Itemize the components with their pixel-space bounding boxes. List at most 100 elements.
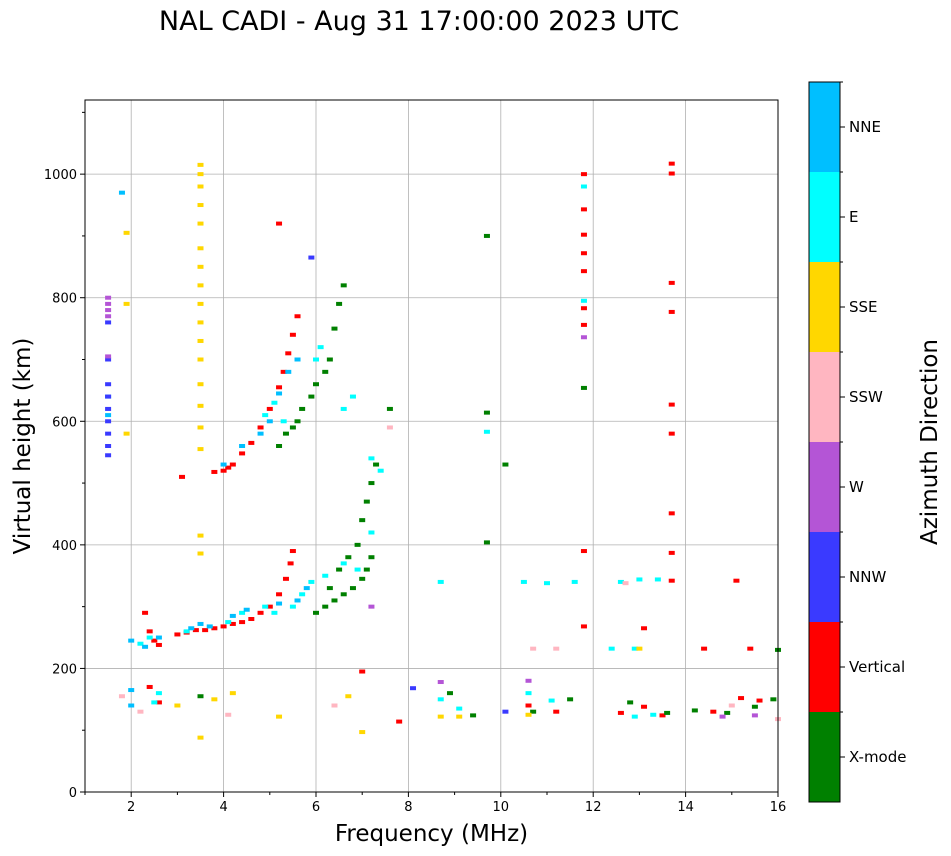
data-point [580, 624, 587, 629]
data-point [373, 462, 380, 467]
x-axis-label: Frequency (MHz) [335, 821, 528, 847]
data-point [197, 283, 204, 288]
data-point [294, 598, 301, 603]
data-point [544, 581, 550, 586]
data-point [354, 542, 361, 547]
data-point [631, 646, 638, 651]
data-point [631, 714, 638, 719]
data-point [580, 251, 587, 256]
data-point [641, 704, 648, 709]
data-point [368, 456, 375, 461]
y-axis-label: Virtual height (km) [10, 338, 36, 555]
data-point [530, 646, 537, 651]
data-point [285, 369, 292, 374]
data-point [229, 462, 236, 467]
data-point [137, 709, 144, 714]
data-point [580, 549, 587, 554]
data-point [368, 530, 375, 535]
colorbar-segment-nnw [809, 532, 840, 622]
data-point [340, 283, 347, 288]
colorbar-label: SSE [849, 298, 878, 316]
data-point [308, 394, 315, 399]
data-point [262, 413, 269, 418]
data-point [483, 429, 490, 434]
data-point [386, 406, 393, 411]
data-point [197, 382, 204, 387]
data-point [211, 626, 218, 631]
data-point [751, 713, 758, 718]
data-point [266, 406, 273, 411]
data-point [580, 269, 587, 274]
data-point [229, 621, 236, 626]
data-point [396, 719, 403, 724]
data-point [326, 586, 333, 591]
data-point [340, 561, 347, 566]
data-point [437, 697, 444, 702]
data-point [664, 710, 671, 715]
data-point [580, 232, 587, 237]
data-point [197, 735, 204, 740]
data-point [118, 190, 125, 195]
data-point [155, 691, 162, 696]
data-point [368, 604, 375, 609]
data-point [294, 419, 301, 424]
data-point [289, 332, 296, 337]
data-point [188, 626, 195, 631]
data-point [322, 573, 329, 578]
data-point [303, 586, 310, 591]
data-point [322, 369, 329, 374]
data-point [446, 691, 453, 696]
data-point [456, 706, 463, 711]
data-point [317, 345, 324, 350]
x-tick-label: 14 [677, 800, 694, 815]
data-point [668, 309, 675, 314]
data-point [359, 576, 366, 581]
data-point [146, 629, 153, 634]
colorbar-segment-vertical [809, 622, 840, 712]
data-point [483, 410, 490, 415]
data-point [525, 691, 532, 696]
data-point [225, 712, 232, 717]
data-point [105, 406, 112, 411]
data-point [410, 686, 417, 691]
data-point [751, 704, 758, 709]
colorbar-label: NNE [849, 118, 881, 136]
colorbar-label: NNW [849, 568, 886, 586]
series-w [105, 295, 758, 719]
data-point [105, 382, 112, 387]
colorbar-label: W [849, 478, 864, 496]
data-point [668, 280, 675, 285]
series-sse [123, 162, 643, 740]
data-point [363, 567, 370, 572]
data-point [719, 714, 726, 719]
data-point [580, 298, 587, 303]
data-point [271, 610, 278, 615]
colorbar-segment-x-mode [809, 712, 840, 802]
data-point [668, 402, 675, 407]
data-point [294, 314, 301, 319]
data-point [659, 713, 666, 718]
data-point [197, 447, 204, 452]
data-point [197, 357, 204, 362]
data-point [197, 221, 204, 226]
data-point [377, 468, 384, 473]
data-point [239, 451, 246, 456]
data-point [225, 465, 232, 470]
data-point [146, 684, 153, 689]
data-point [271, 400, 278, 405]
colorbar-label: SSW [849, 388, 883, 406]
data-point [580, 306, 587, 311]
data-point [331, 598, 338, 603]
data-point [580, 335, 587, 340]
data-point [331, 703, 338, 708]
data-point [553, 709, 560, 714]
data-point [257, 431, 264, 436]
data-point [636, 577, 643, 582]
data-point [520, 579, 527, 584]
data-point [345, 694, 352, 699]
data-point [266, 604, 273, 609]
data-point [359, 518, 366, 523]
data-point [239, 620, 246, 625]
colorbar-segment-w [809, 442, 840, 532]
data-point [197, 162, 204, 167]
